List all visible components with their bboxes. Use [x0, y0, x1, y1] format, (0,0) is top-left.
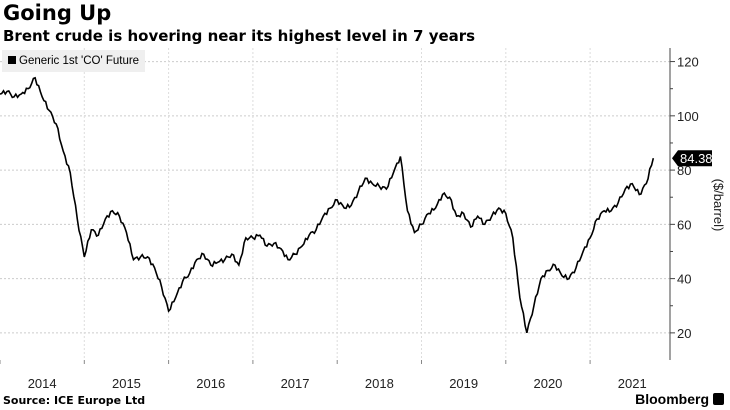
legend-label: Generic 1st 'CO' Future	[19, 55, 140, 67]
x-tick-label: 2015	[112, 376, 141, 391]
last-value-tag	[672, 150, 712, 167]
x-tick-label: 2019	[449, 376, 478, 391]
source-note: Source: ICE Europe Ltd	[3, 394, 146, 407]
y-tick-label: 100	[677, 109, 699, 124]
y-tick-label: 20	[677, 326, 691, 341]
x-tick-label: 2018	[365, 376, 394, 391]
chart-title: Going Up	[3, 1, 112, 25]
terminal-icon	[713, 393, 724, 405]
series-line	[0, 76, 655, 334]
x-tick-label: 2021	[618, 376, 647, 391]
chart-subtitle: Brent crude is hovering near its highest…	[3, 27, 476, 45]
y-tick-label: 60	[677, 217, 691, 232]
y-tick-label: 120	[677, 55, 699, 70]
legend-swatch	[8, 56, 16, 64]
y-tick-label: 80	[677, 163, 691, 178]
x-tick-label: 2016	[196, 376, 225, 391]
y-tick-label: 40	[677, 272, 691, 287]
last-value-label: 84.38	[680, 151, 713, 166]
x-tick-label: 2014	[28, 376, 57, 391]
y-axis-label: ($/barrel)	[711, 179, 726, 232]
x-tick-label: 2020	[533, 376, 562, 391]
legend: Generic 1st 'CO' Future	[2, 50, 146, 72]
bloomberg-logo: Bloomberg	[635, 391, 724, 407]
brand-name: Bloomberg	[635, 391, 709, 407]
x-tick-label: 2017	[281, 376, 310, 391]
